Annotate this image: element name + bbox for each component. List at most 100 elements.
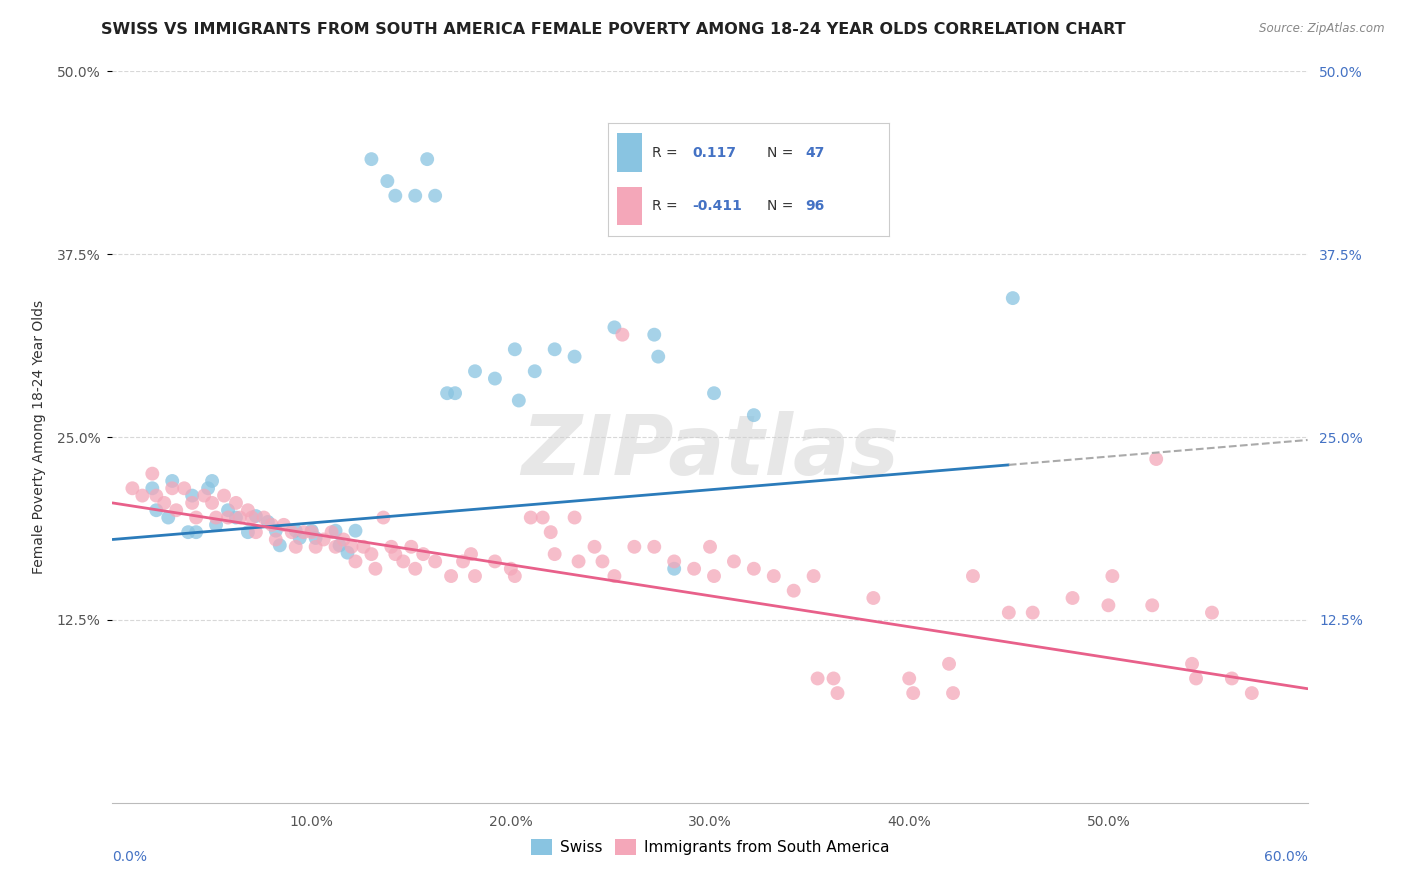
Point xyxy=(703,569,725,583)
Point xyxy=(273,517,295,532)
Point xyxy=(484,554,506,568)
Point xyxy=(229,510,252,524)
Point xyxy=(205,510,228,524)
Point xyxy=(305,540,328,554)
Point xyxy=(325,524,347,538)
Point xyxy=(281,525,304,540)
Point xyxy=(898,672,921,686)
Point xyxy=(353,540,375,554)
Point xyxy=(301,525,323,540)
Point xyxy=(1240,686,1263,700)
Point xyxy=(344,524,367,538)
Point xyxy=(305,531,328,545)
Point xyxy=(499,562,522,576)
Point xyxy=(392,554,415,568)
Point xyxy=(205,517,228,532)
Point xyxy=(364,562,387,576)
Point xyxy=(336,546,359,560)
Point xyxy=(384,547,406,561)
Point xyxy=(217,503,239,517)
Point xyxy=(862,591,884,605)
Point xyxy=(783,583,806,598)
Point xyxy=(664,562,686,576)
Point xyxy=(827,686,849,700)
Point xyxy=(444,386,467,401)
Point xyxy=(236,503,259,517)
Text: Source: ZipAtlas.com: Source: ZipAtlas.com xyxy=(1260,22,1385,36)
Point xyxy=(360,152,382,166)
Point xyxy=(236,525,259,540)
Point xyxy=(643,327,665,342)
Point xyxy=(301,524,323,538)
Point xyxy=(284,524,307,538)
Point xyxy=(177,525,200,540)
Point xyxy=(643,540,665,554)
Point xyxy=(1097,599,1119,613)
Point xyxy=(540,525,562,540)
Point xyxy=(612,327,634,342)
Point xyxy=(1220,672,1243,686)
Point xyxy=(647,350,669,364)
Point xyxy=(436,386,458,401)
Point xyxy=(1201,606,1223,620)
Point xyxy=(157,510,180,524)
Point xyxy=(404,562,426,576)
Point xyxy=(253,510,276,524)
Point xyxy=(153,496,176,510)
Point xyxy=(998,606,1021,620)
Point xyxy=(1022,606,1045,620)
Point xyxy=(464,364,486,378)
Point xyxy=(568,554,591,568)
Point xyxy=(225,496,247,510)
Point xyxy=(141,467,163,481)
Point xyxy=(360,547,382,561)
Point xyxy=(288,531,311,545)
Point xyxy=(145,489,167,503)
Point xyxy=(803,569,825,583)
Point xyxy=(543,343,565,357)
Point xyxy=(329,538,352,552)
Point xyxy=(683,562,706,576)
Point xyxy=(181,496,204,510)
Point xyxy=(564,510,586,524)
Point xyxy=(325,540,347,554)
Point xyxy=(464,569,486,583)
Text: 60.0%: 60.0% xyxy=(1264,850,1308,864)
Point xyxy=(201,496,224,510)
Text: 0.0%: 0.0% xyxy=(112,850,148,864)
Point xyxy=(564,350,586,364)
Point xyxy=(520,510,543,524)
Point xyxy=(1062,591,1084,605)
Point xyxy=(181,489,204,503)
Point xyxy=(245,509,267,524)
Y-axis label: Female Poverty Among 18-24 Year Olds: Female Poverty Among 18-24 Year Olds xyxy=(32,300,45,574)
Point xyxy=(404,188,426,202)
Point xyxy=(260,517,283,532)
Point xyxy=(240,510,263,524)
Point xyxy=(165,503,187,517)
Point xyxy=(938,657,960,671)
Point xyxy=(460,547,482,561)
Point xyxy=(284,540,307,554)
Point xyxy=(377,174,399,188)
Point xyxy=(416,152,439,166)
Point xyxy=(1185,672,1208,686)
Point xyxy=(197,481,219,495)
Text: ZIPatlas: ZIPatlas xyxy=(522,411,898,492)
Point xyxy=(942,686,965,700)
Point xyxy=(340,540,363,554)
Point xyxy=(201,474,224,488)
Point xyxy=(440,569,463,583)
Point xyxy=(217,510,239,524)
Point xyxy=(451,554,474,568)
Point xyxy=(699,540,721,554)
Point xyxy=(807,672,830,686)
Point xyxy=(531,510,554,524)
Point xyxy=(186,525,208,540)
Point xyxy=(312,533,335,547)
Point xyxy=(703,386,725,401)
Point xyxy=(264,533,287,547)
Point xyxy=(332,533,354,547)
Point xyxy=(344,554,367,568)
Point xyxy=(543,547,565,561)
